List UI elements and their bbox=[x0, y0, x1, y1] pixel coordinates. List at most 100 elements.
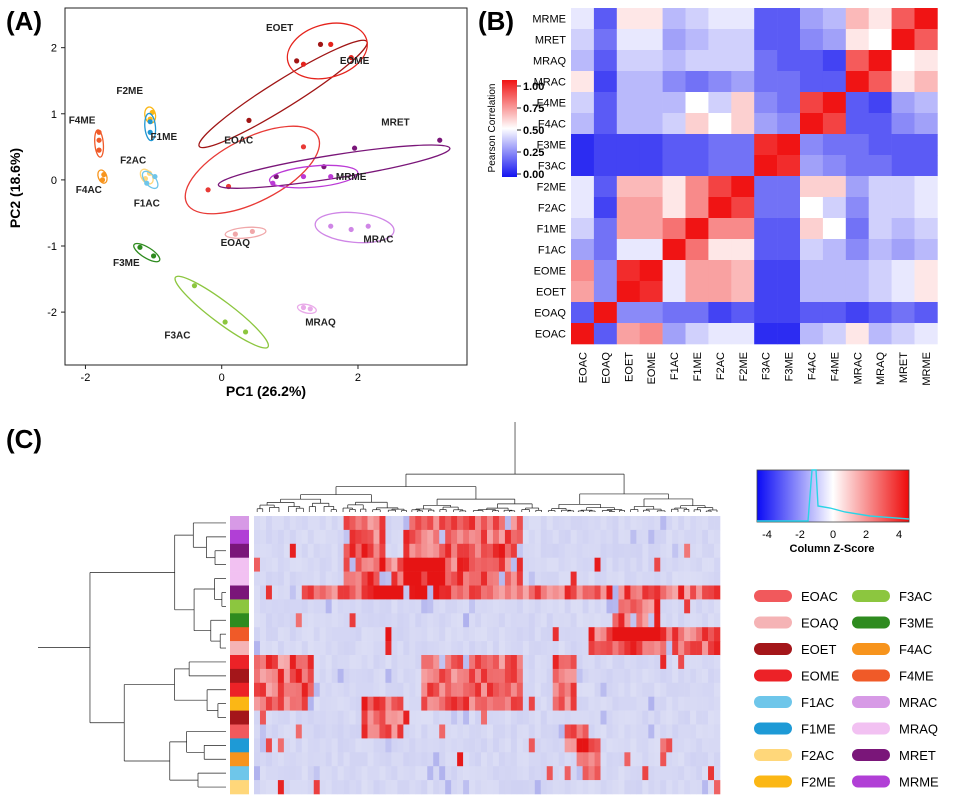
zscore-cell bbox=[277, 627, 285, 642]
zscore-cell bbox=[702, 585, 709, 600]
correlation-cell bbox=[754, 281, 778, 303]
correlation-cell bbox=[708, 155, 732, 177]
zscore-cell bbox=[624, 543, 631, 558]
zscore-cell bbox=[498, 766, 506, 781]
zscore-cell bbox=[678, 655, 685, 670]
panel-b: (B) MRMEMRETMRAQMRACF4MEF4ACF3MEF3ACF2ME… bbox=[478, 6, 938, 386]
correlation-cell bbox=[593, 302, 618, 324]
zscore-cell bbox=[307, 529, 315, 545]
zscore-cell bbox=[355, 752, 362, 767]
correlation-cell bbox=[685, 323, 709, 345]
correlation-cell bbox=[891, 8, 915, 30]
zscore-cell bbox=[636, 585, 643, 600]
correlation-cell bbox=[731, 134, 755, 156]
correlation-cell bbox=[845, 134, 869, 156]
zscore-cell bbox=[708, 529, 715, 545]
score-point bbox=[351, 145, 358, 151]
zscore-cell bbox=[594, 627, 601, 642]
correlation-cell bbox=[754, 239, 778, 261]
zscore-cell bbox=[373, 668, 380, 684]
correlation-cell bbox=[708, 134, 732, 156]
zscore-cell bbox=[254, 752, 261, 767]
zscore-cell bbox=[415, 780, 422, 795]
zscore-cell bbox=[606, 766, 613, 781]
zscore-cell bbox=[481, 571, 488, 586]
zscore-cell bbox=[349, 557, 356, 572]
zscore-cell bbox=[283, 613, 291, 628]
zscore-cell bbox=[516, 668, 524, 684]
zscore-cell bbox=[606, 668, 613, 684]
zscore-cell bbox=[283, 780, 291, 795]
zscore-cell bbox=[624, 752, 631, 767]
zscore-cell bbox=[254, 668, 261, 684]
zscore-cell bbox=[642, 557, 649, 572]
zscore-cell bbox=[373, 724, 380, 739]
correlation-cell bbox=[777, 302, 801, 324]
zscore-cell bbox=[391, 668, 398, 684]
score-point bbox=[249, 228, 255, 235]
zscore-cell bbox=[504, 543, 512, 558]
zscore-cell bbox=[277, 738, 285, 753]
zscore-cell bbox=[481, 543, 488, 558]
zscore-cell bbox=[439, 696, 446, 711]
zscore-cell bbox=[552, 585, 559, 600]
zscore-cell bbox=[469, 571, 476, 586]
zscore-cell bbox=[672, 655, 679, 670]
zscore-cell bbox=[672, 543, 679, 558]
zscore-cell bbox=[481, 668, 488, 684]
zscore-cell bbox=[684, 710, 691, 725]
correlation-cell bbox=[731, 155, 755, 177]
zscore-cell bbox=[588, 641, 595, 656]
zscore-cell bbox=[576, 752, 583, 767]
zscore-cell bbox=[283, 529, 291, 545]
zscore-cell bbox=[421, 599, 428, 614]
zscore-cell bbox=[594, 613, 601, 628]
correlation-cell bbox=[777, 92, 801, 114]
zscore-cell bbox=[283, 766, 291, 781]
zscore-cell bbox=[403, 766, 410, 781]
zscore-cell bbox=[570, 641, 577, 656]
zscore-cell bbox=[594, 780, 601, 795]
zscore-cell bbox=[265, 766, 273, 781]
zscore-cell bbox=[313, 516, 321, 531]
zscore-cell bbox=[373, 682, 380, 697]
zscore-cell bbox=[600, 543, 607, 558]
zscore-cell bbox=[331, 682, 338, 697]
zscore-cell bbox=[409, 641, 416, 656]
zscore-cell bbox=[433, 627, 440, 642]
zscore-cell bbox=[427, 557, 434, 572]
zscore-cell bbox=[618, 613, 625, 628]
zscore-cell bbox=[522, 627, 530, 642]
zscore-cell bbox=[271, 655, 279, 670]
zscore-cell bbox=[451, 571, 458, 586]
zscore-cell bbox=[481, 557, 488, 572]
zscore-cell bbox=[528, 516, 536, 531]
row-group-swatch bbox=[230, 543, 249, 558]
correlation-cell bbox=[708, 92, 732, 114]
zscore-cell bbox=[642, 752, 649, 767]
zscore-cell bbox=[385, 516, 392, 531]
zscore-cell bbox=[355, 557, 362, 572]
zscore-cell bbox=[445, 599, 452, 614]
correlation-cell bbox=[616, 281, 640, 303]
zscore-cell bbox=[415, 571, 422, 586]
zscore-cell bbox=[337, 682, 344, 697]
zscore-cell bbox=[451, 613, 458, 628]
zscore-cell bbox=[415, 627, 422, 642]
group-label: F1ME bbox=[150, 132, 177, 143]
zscore-cell bbox=[397, 543, 404, 558]
correlation-cell bbox=[731, 239, 755, 261]
zscore-cell bbox=[277, 682, 285, 697]
zscore-cell bbox=[307, 668, 315, 684]
group-f3ac: F3AC bbox=[164, 275, 270, 349]
correlation-cell bbox=[868, 176, 892, 198]
zscore-cell bbox=[630, 516, 637, 531]
zscore-cell bbox=[397, 766, 404, 781]
zscore-cell bbox=[672, 529, 679, 545]
zscore-cell bbox=[475, 738, 482, 753]
zscore-cell bbox=[714, 627, 721, 642]
correlation-cell bbox=[662, 134, 686, 156]
zscore-cell bbox=[618, 738, 625, 753]
zscore-cell bbox=[289, 655, 297, 670]
zscore-cell bbox=[612, 613, 619, 628]
